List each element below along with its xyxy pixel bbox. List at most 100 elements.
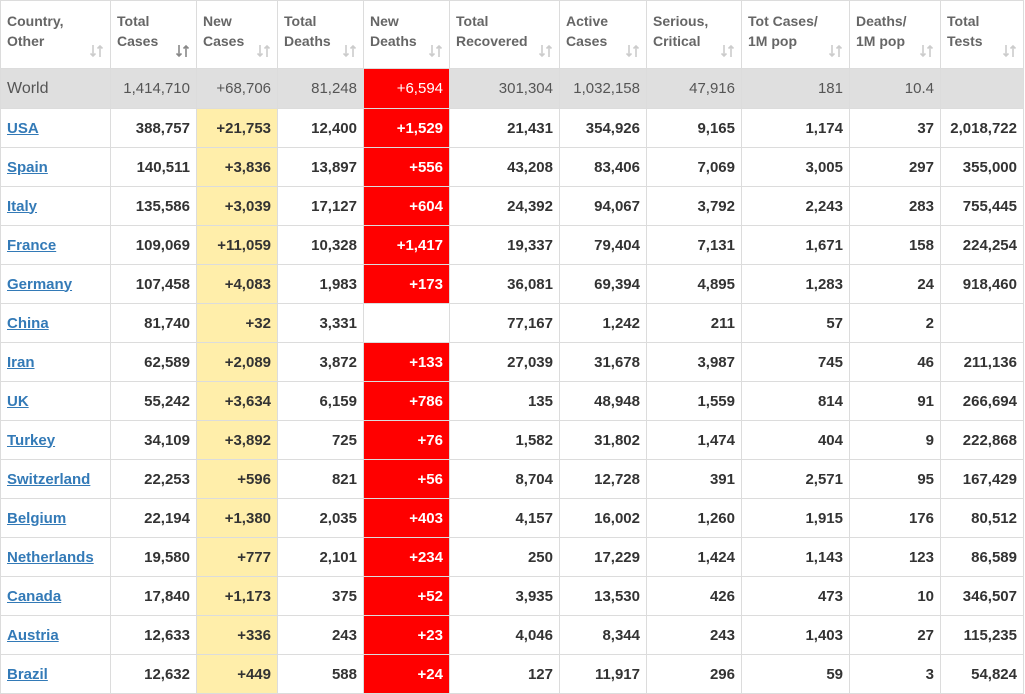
total-tests: 222,868 <box>940 420 1024 460</box>
total-cases: 55,242 <box>110 381 197 421</box>
header-text: Deaths <box>284 33 331 49</box>
deaths-per-million: 95 <box>849 459 941 499</box>
table-body: World 1,414,710 +68,706 81,248 +6,594 301,304… <box>0 68 1024 694</box>
deaths-per-million: 46 <box>849 342 941 382</box>
country-link[interactable]: Switzerland <box>7 470 91 488</box>
column-header[interactable]: Serious, Critical <box>646 0 742 69</box>
country-row: Netherlands 19,580 +777 2,101 +234 250 17,229 1… <box>0 537 1024 577</box>
header-text: New <box>370 13 399 29</box>
country-link[interactable]: Brazil <box>7 665 48 683</box>
cases-per-million: 814 <box>741 381 850 421</box>
country-link[interactable]: Turkey <box>7 431 56 449</box>
total-deaths: 12,400 <box>277 108 364 148</box>
total-recovered: 135 <box>449 381 560 421</box>
column-header[interactable]: Total Recovered <box>449 0 560 69</box>
deaths-per-million: 176 <box>849 498 941 538</box>
country-row: Germany 107,458 +4,083 1,983 +173 36,081 69,39… <box>0 264 1024 304</box>
country-link[interactable]: China <box>7 314 49 332</box>
new-deaths: +1,417 <box>363 225 450 265</box>
header-text: Active <box>566 13 609 29</box>
country-link[interactable]: UK <box>7 392 29 410</box>
country-row: Austria 12,633 +336 243 +23 4,046 8,344 243 1,40… <box>0 615 1024 655</box>
sort-icon <box>429 44 443 58</box>
total-cases: 22,194 <box>110 498 197 538</box>
deaths-per-million: 158 <box>849 225 941 265</box>
column-header[interactable]: Total Cases <box>110 0 197 69</box>
header-text: Recovered <box>456 33 528 49</box>
new-deaths: +173 <box>363 264 450 304</box>
country-link[interactable]: Spain <box>7 158 48 176</box>
new-deaths: +133 <box>363 342 450 382</box>
sort-icon <box>920 44 934 58</box>
total-recovered: 127 <box>449 654 560 694</box>
total-cases: 34,109 <box>110 420 197 460</box>
country-link[interactable]: Germany <box>7 275 73 293</box>
country-link[interactable]: Italy <box>7 197 38 215</box>
country-row: Brazil 12,632 +449 588 +24 127 11,917 296 59 3 54,… <box>0 654 1024 694</box>
sort-icon <box>539 44 553 58</box>
new-cases: +777 <box>196 537 278 577</box>
serious-critical: 243 <box>646 615 742 655</box>
header-text: Deaths/ <box>856 13 907 29</box>
column-header[interactable]: Total Tests <box>940 0 1024 69</box>
column-header[interactable]: New Deaths <box>363 0 450 69</box>
column-header[interactable]: Tot Cases/1M pop <box>741 0 850 69</box>
column-header[interactable]: Total Deaths <box>277 0 364 69</box>
sort-icon <box>721 44 735 58</box>
country-link[interactable]: USA <box>7 119 39 137</box>
country-link[interactable]: Iran <box>7 353 35 371</box>
cases-per-million: 2,243 <box>741 186 850 226</box>
country: Brazil <box>0 654 111 694</box>
country-row: Spain 140,511 +3,836 13,897 +556 43,208 83,406… <box>0 147 1024 187</box>
header-text: New <box>203 13 232 29</box>
serious-critical: 1,260 <box>646 498 742 538</box>
sort-icon <box>829 44 843 58</box>
column-header[interactable]: Active Cases <box>559 0 647 69</box>
deaths-per-million: 37 <box>849 108 941 148</box>
new-cases: +3,039 <box>196 186 278 226</box>
deaths-per-million: 297 <box>849 147 941 187</box>
deaths-per-million: 91 <box>849 381 941 421</box>
column-header[interactable]: Country, Other <box>0 0 111 69</box>
total-tests: 224,254 <box>940 225 1024 265</box>
total-cases: 81,740 <box>110 303 197 343</box>
new-deaths: +76 <box>363 420 450 460</box>
country-link[interactable]: Canada <box>7 587 62 605</box>
new-cases: +336 <box>196 615 278 655</box>
new-cases: +1,173 <box>196 576 278 616</box>
total-recovered: 77,167 <box>449 303 560 343</box>
total-tests <box>940 303 1024 343</box>
total-tests: 167,429 <box>940 459 1024 499</box>
new-cases: +449 <box>196 654 278 694</box>
column-header[interactable]: Deaths/1M pop <box>849 0 941 69</box>
total-deaths: 3,872 <box>277 342 364 382</box>
country-link[interactable]: Austria <box>7 626 59 644</box>
total-tests: 918,460 <box>940 264 1024 304</box>
new-cases: +3,892 <box>196 420 278 460</box>
active-cases: 1,032,158 <box>559 68 647 109</box>
cases-per-million: 181 <box>741 68 850 109</box>
column-header[interactable]: New Cases <box>196 0 278 69</box>
total-recovered: 36,081 <box>449 264 560 304</box>
cases-per-million: 404 <box>741 420 850 460</box>
new-deaths: +604 <box>363 186 450 226</box>
header-text: Cases <box>203 33 245 49</box>
country: World <box>0 68 111 109</box>
new-cases: +1,380 <box>196 498 278 538</box>
country: Belgium <box>0 498 111 538</box>
active-cases: 94,067 <box>559 186 647 226</box>
serious-critical: 426 <box>646 576 742 616</box>
active-cases: 31,802 <box>559 420 647 460</box>
country: Germany <box>0 264 111 304</box>
country-link[interactable]: Netherlands <box>7 548 94 566</box>
new-deaths: +52 <box>363 576 450 616</box>
country-link[interactable]: Belgium <box>7 509 67 527</box>
serious-critical: 1,424 <box>646 537 742 577</box>
new-deaths: +786 <box>363 381 450 421</box>
cases-per-million: 59 <box>741 654 850 694</box>
country-link[interactable]: France <box>7 236 57 254</box>
total-tests: 2,018,722 <box>940 108 1024 148</box>
deaths-per-million: 2 <box>849 303 941 343</box>
total-deaths: 725 <box>277 420 364 460</box>
total-cases: 135,586 <box>110 186 197 226</box>
